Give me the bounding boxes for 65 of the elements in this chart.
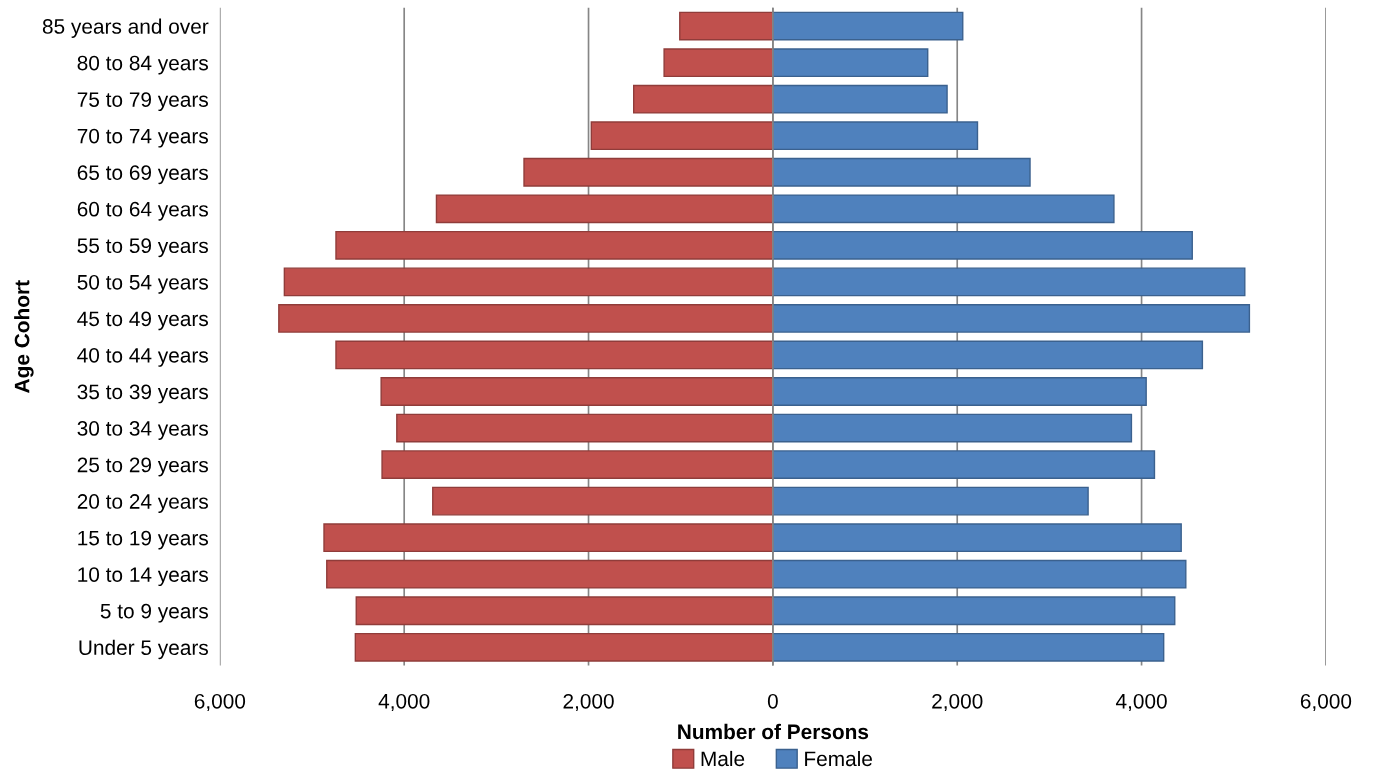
- bar: [772, 194, 1115, 224]
- bar: [523, 157, 774, 187]
- x-axis-title: Number of Persons: [678, 723, 869, 740]
- bar: [278, 304, 774, 333]
- x-tick-label: 4,000: [1115, 693, 1167, 712]
- bar: [772, 84, 948, 114]
- legend-label: Female: [805, 750, 872, 767]
- x-tick-label: 2,000: [563, 693, 614, 712]
- bar: [396, 413, 774, 443]
- bar: [772, 340, 1204, 370]
- bar: [354, 632, 774, 662]
- y-tick-label: 85 years and over: [42, 18, 209, 38]
- y-tick-label: Under 5 years: [79, 639, 208, 660]
- bar: [772, 267, 1246, 297]
- y-tick-label: 50 to 54 years: [77, 274, 208, 294]
- bar: [772, 559, 1187, 589]
- bar: [283, 267, 774, 297]
- bar: [772, 230, 1193, 260]
- y-tick-label: 65 to 69 years: [77, 165, 208, 185]
- x-tick-label: 6,000: [194, 693, 246, 712]
- bar: [355, 596, 774, 626]
- bar: [326, 559, 774, 589]
- y-tick-label: 15 to 19 years: [78, 530, 208, 550]
- legend-label: Male: [701, 750, 745, 767]
- bar: [772, 48, 929, 78]
- y-axis-title: Age Cohort: [14, 280, 34, 393]
- bar: [323, 523, 774, 553]
- y-tick-label: 55 to 59 years: [77, 238, 208, 258]
- bar: [772, 450, 1156, 479]
- bar: [772, 304, 1251, 333]
- bar: [663, 48, 774, 78]
- y-tick-label: 70 to 74 years: [77, 128, 208, 148]
- x-tick-label: 2,000: [932, 693, 983, 712]
- bar: [335, 230, 774, 260]
- x-tick-label: 6,000: [1300, 693, 1352, 712]
- bar: [381, 450, 774, 479]
- bar: [772, 377, 1147, 406]
- y-tick-label: 5 to 9 years: [100, 603, 208, 623]
- bar: [772, 486, 1089, 516]
- y-tick-label: 75 to 79 years: [77, 92, 208, 112]
- bar: [590, 121, 774, 151]
- x-tick-label: 0: [767, 693, 778, 709]
- bar: [380, 377, 774, 406]
- bar: [772, 523, 1182, 553]
- y-tick-label: 80 to 84 years: [77, 55, 208, 75]
- x-tick-label: 4,000: [378, 693, 430, 712]
- bar: [772, 157, 1031, 187]
- bar: [335, 340, 774, 370]
- y-tick-label: 20 to 24 years: [77, 494, 208, 513]
- bar: [772, 413, 1133, 443]
- bar: [772, 596, 1176, 626]
- bar: [772, 121, 979, 151]
- bar: [679, 11, 774, 41]
- bar: [772, 632, 1165, 662]
- y-tick-label: 30 to 34 years: [77, 421, 208, 440]
- y-tick-label: 35 to 39 years: [77, 384, 208, 404]
- y-tick-label: 40 to 44 years: [77, 347, 208, 367]
- bar: [772, 11, 964, 41]
- bar: [432, 486, 774, 516]
- bar: [435, 194, 774, 224]
- y-tick-label: 60 to 64 years: [77, 201, 208, 221]
- bar: [632, 84, 774, 114]
- y-tick-label: 45 to 49 years: [77, 311, 208, 331]
- y-tick-label: 25 to 29 years: [77, 457, 208, 477]
- y-tick-label: 10 to 14 years: [78, 567, 208, 587]
